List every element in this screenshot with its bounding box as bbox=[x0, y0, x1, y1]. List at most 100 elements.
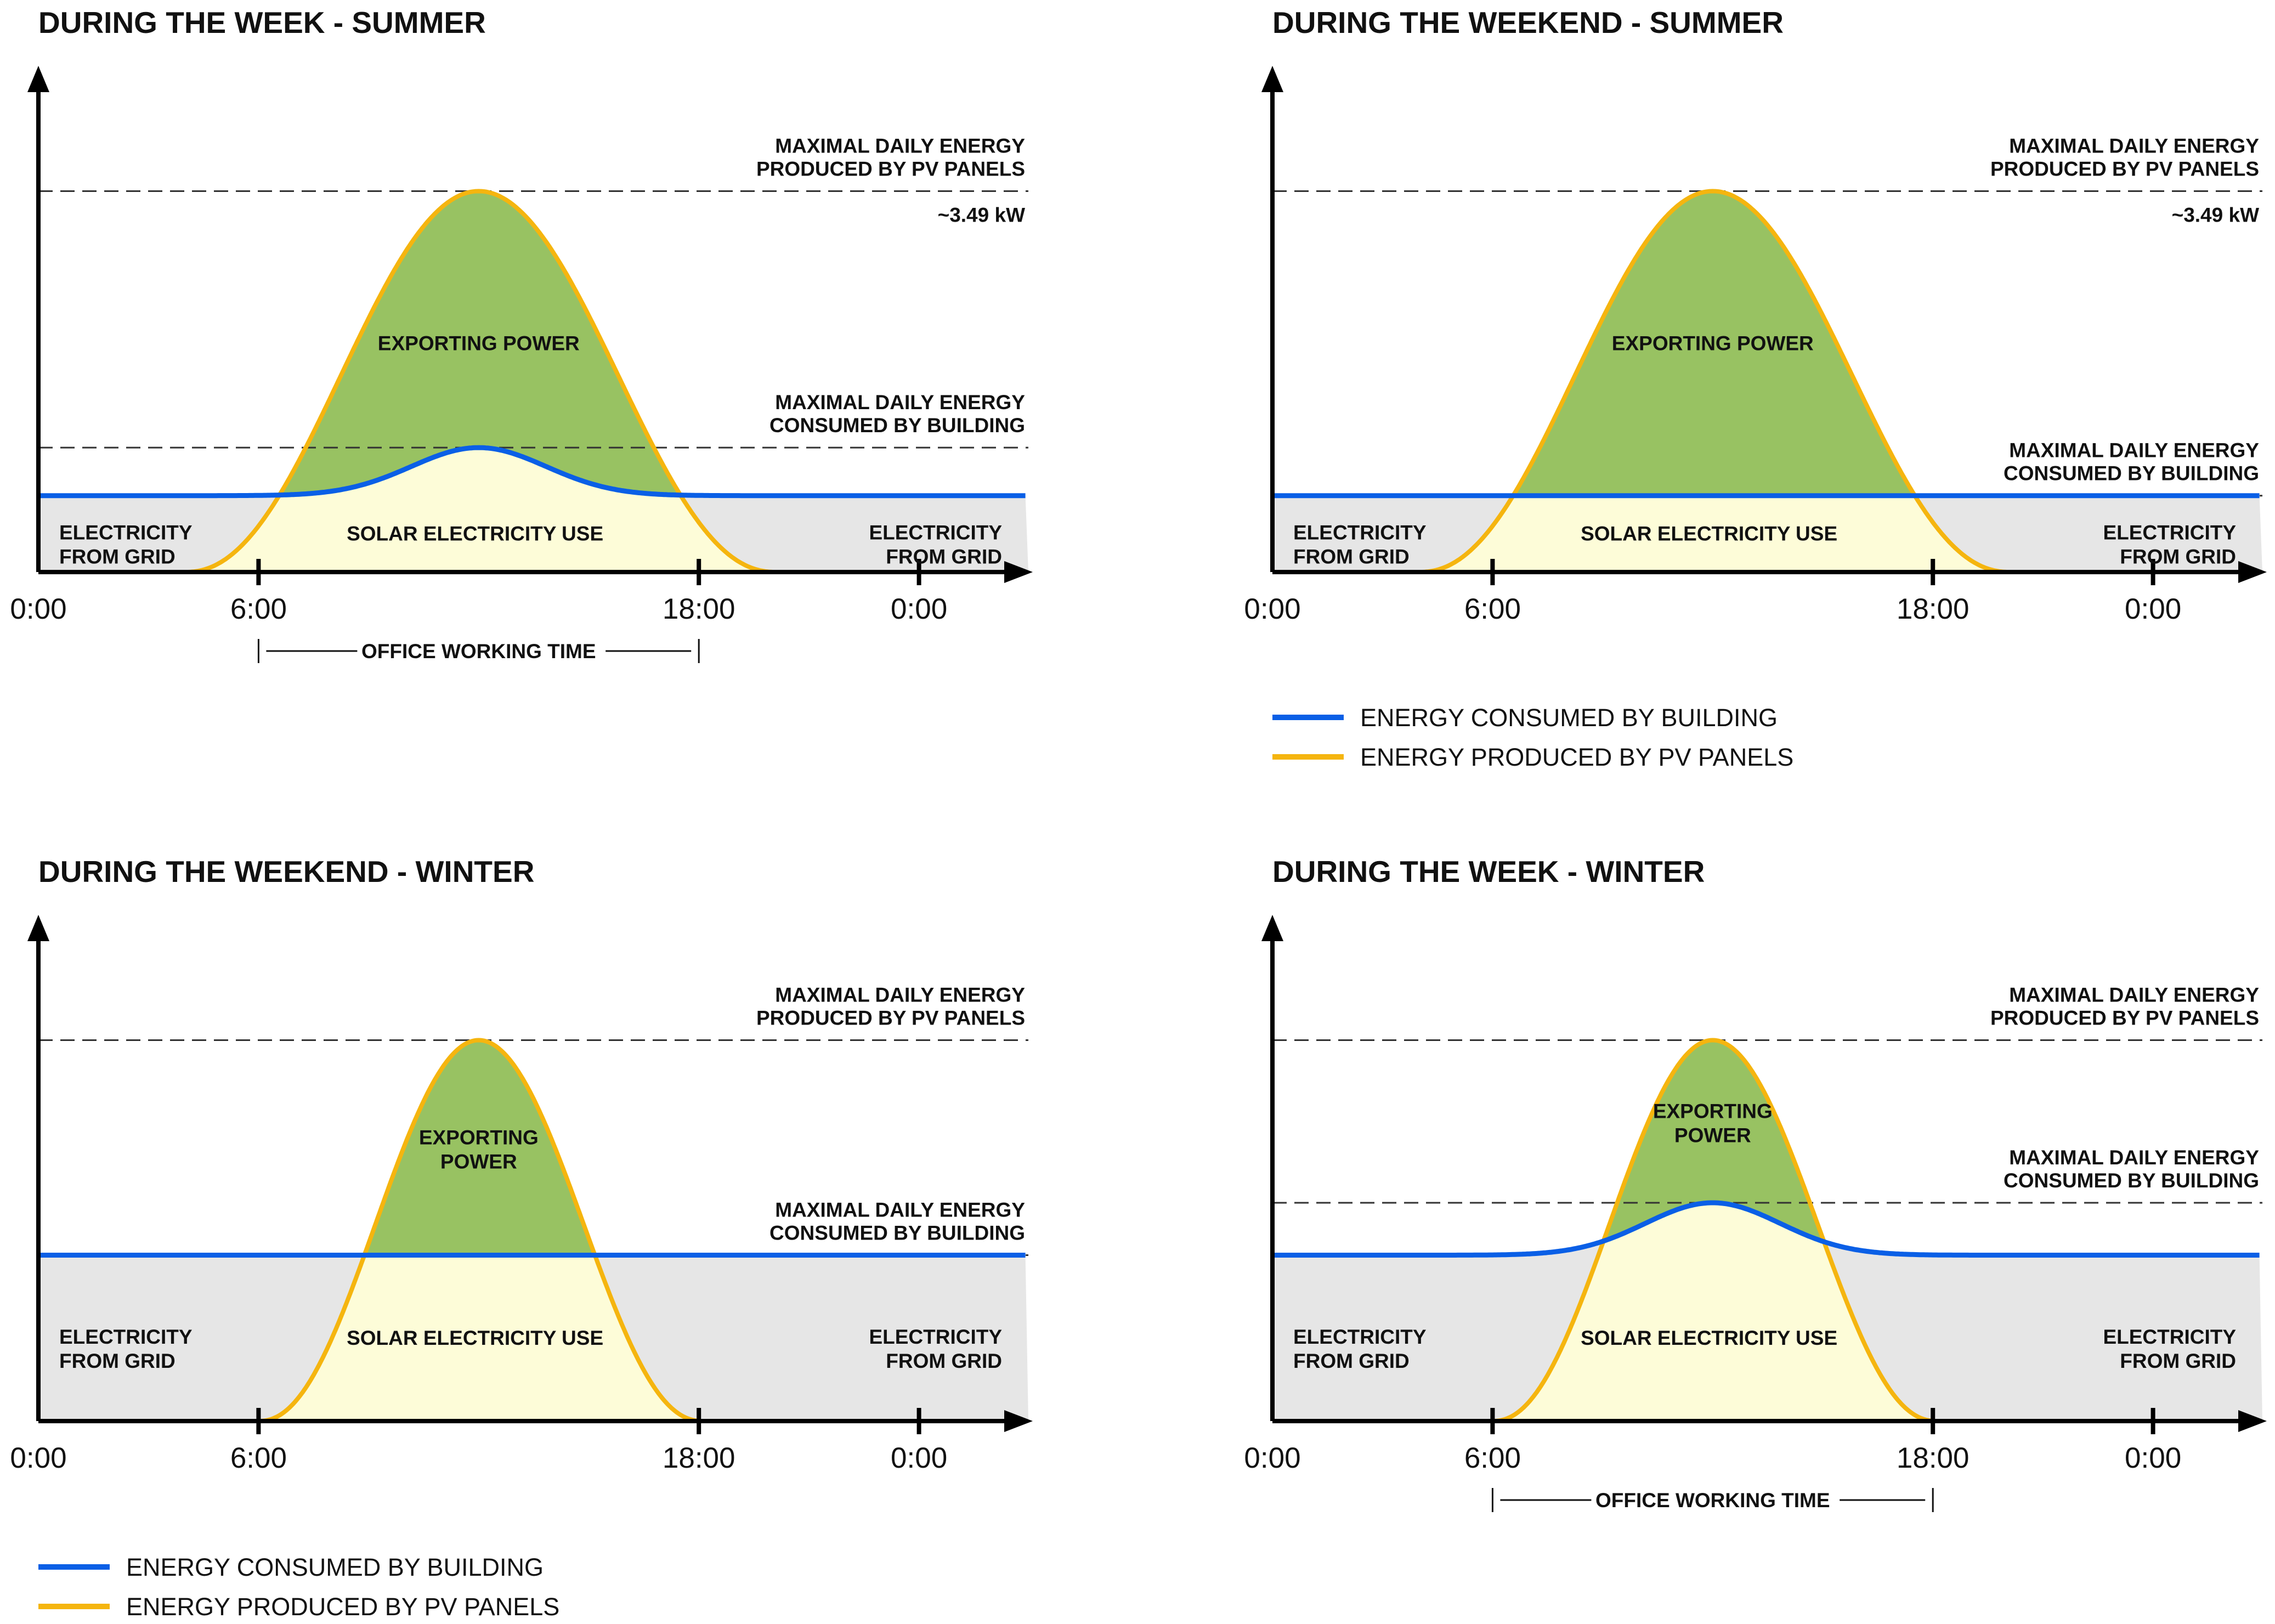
legend-legend_bottom: ENERGY CONSUMED BY BUILDING ENERGY PRODUC… bbox=[38, 1553, 559, 1621]
x-axis-arrow bbox=[1004, 561, 1033, 583]
pv-production-line bbox=[1492, 1038, 1939, 1423]
chart-panel-1: 0:00 6:00 18:00 0:00 DURING THE WEEK - SUMME… bbox=[10, 5, 1033, 663]
x-tick-label: 18:00 bbox=[1897, 1442, 1970, 1474]
max-consumed-label: CONSUMED BY BUILDING bbox=[769, 1222, 1025, 1244]
legends: ENERGY CONSUMED BY BUILDING ENERGY PRODUC… bbox=[38, 704, 1793, 1621]
chart-panel-3: 0:00 6:00 18:00 0:00 DURING THE WEEKEND - WI… bbox=[10, 855, 1033, 1474]
x-axis-arrow bbox=[2238, 1410, 2267, 1432]
grid-left-label: ELECTRICITY bbox=[59, 521, 193, 544]
max-consumed-label: MAXIMAL DAILY ENERGY bbox=[2009, 1146, 2259, 1169]
office-working-time-label: OFFICE WORKING TIME bbox=[1595, 1489, 1830, 1512]
solar-use-area bbox=[258, 1255, 703, 1421]
grid-left-label: ELECTRICITY bbox=[59, 1326, 193, 1348]
max-consumed-label: MAXIMAL DAILY ENERGY bbox=[2009, 439, 2259, 462]
max-consumed-label: CONSUMED BY BUILDING bbox=[2004, 1169, 2259, 1192]
max-produced-label: MAXIMAL DAILY ENERGY bbox=[2009, 134, 2259, 157]
solar-use-area bbox=[1492, 1203, 1937, 1421]
building-consumption-line bbox=[38, 445, 1026, 499]
max-produced-label: PRODUCED BY PV PANELS bbox=[1990, 1006, 2259, 1029]
x-tick-label: 0:00 bbox=[891, 593, 947, 625]
grid-left-label: FROM GRID bbox=[1293, 545, 1410, 568]
x-tick-label: 6:00 bbox=[1464, 593, 1521, 625]
legend-consumed-label: ENERGY CONSUMED BY BUILDING bbox=[1360, 704, 1778, 732]
solar-use-label: SOLAR ELECTRICITY USE bbox=[347, 522, 603, 545]
solar-use-label: SOLAR ELECTRICITY USE bbox=[347, 1327, 603, 1349]
x-tick-label: 0:00 bbox=[1244, 1442, 1300, 1474]
chart-title: DURING THE WEEK - WINTER bbox=[1272, 855, 1705, 889]
x-tick-label: 6:00 bbox=[230, 1442, 287, 1474]
grid-left-label: FROM GRID bbox=[59, 545, 176, 568]
x-tick-label: 6:00 bbox=[1464, 1442, 1521, 1474]
max-produced-label: MAXIMAL DAILY ENERGY bbox=[775, 983, 1025, 1006]
exporting-power-label: POWER bbox=[440, 1151, 517, 1173]
legend-produced-label: ENERGY PRODUCED BY PV PANELS bbox=[126, 1593, 559, 1621]
y-axis-arrow bbox=[1261, 66, 1283, 92]
x-tick-label: 6:00 bbox=[230, 593, 287, 625]
x-tick-label: 0:00 bbox=[10, 1442, 66, 1474]
exporting-power-area bbox=[365, 1040, 595, 1255]
y-axis-arrow bbox=[27, 915, 49, 941]
grid-right-label: FROM GRID bbox=[2120, 545, 2236, 568]
grid-left-label: ELECTRICITY bbox=[1293, 521, 1427, 544]
exporting-power-area bbox=[280, 191, 679, 495]
max-consumed-label: MAXIMAL DAILY ENERGY bbox=[775, 1199, 1025, 1221]
max-produced-label: PRODUCED BY PV PANELS bbox=[756, 157, 1025, 180]
solar-use-area bbox=[185, 448, 776, 572]
peak-value-label: ~3.49 kW bbox=[2172, 203, 2259, 226]
grid-left-label: ELECTRICITY bbox=[1293, 1326, 1427, 1348]
legend-consumed-label: ENERGY CONSUMED BY BUILDING bbox=[126, 1553, 544, 1581]
grid-right-label: ELECTRICITY bbox=[869, 521, 1002, 544]
legend-legend_top: ENERGY CONSUMED BY BUILDING ENERGY PRODUC… bbox=[1272, 704, 1793, 771]
office-working-time-label: OFFICE WORKING TIME bbox=[361, 640, 596, 663]
grid-right-label: ELECTRICITY bbox=[2103, 521, 2236, 544]
pv-production-line bbox=[258, 1038, 705, 1423]
max-consumed-label: MAXIMAL DAILY ENERGY bbox=[775, 391, 1025, 414]
grid-right-label: FROM GRID bbox=[2120, 1350, 2236, 1372]
exporting-power-label: POWER bbox=[1674, 1124, 1751, 1147]
exporting-power-label: EXPORTING POWER bbox=[1612, 332, 1814, 354]
max-produced-label: PRODUCED BY PV PANELS bbox=[1990, 157, 2259, 180]
grid-right-label: ELECTRICITY bbox=[869, 1326, 1002, 1348]
x-axis-arrow bbox=[1004, 1410, 1033, 1432]
building-consumption-line bbox=[1272, 1200, 2260, 1258]
x-tick-label: 18:00 bbox=[663, 593, 735, 625]
chart-panels: 0:00 6:00 18:00 0:00 DURING THE WEEK - SUMME… bbox=[10, 5, 2267, 1512]
exporting-power-label: EXPORTING bbox=[1653, 1100, 1773, 1123]
chart-title: DURING THE WEEKEND - SUMMER bbox=[1272, 5, 1784, 39]
max-consumed-label: CONSUMED BY BUILDING bbox=[2004, 462, 2259, 485]
max-produced-label: MAXIMAL DAILY ENERGY bbox=[775, 134, 1025, 157]
x-tick-label: 18:00 bbox=[663, 1442, 735, 1474]
chart-title: DURING THE WEEK - SUMMER bbox=[38, 5, 486, 39]
solar-use-area bbox=[1419, 495, 2010, 572]
grid-right-label: FROM GRID bbox=[886, 1350, 1002, 1372]
exporting-power-label: EXPORTING POWER bbox=[378, 332, 580, 354]
exporting-power-area bbox=[1604, 1040, 1823, 1242]
exporting-power-label: EXPORTING bbox=[419, 1127, 539, 1149]
pv-production-line bbox=[1418, 189, 2012, 574]
grid-right-label: FROM GRID bbox=[886, 545, 1002, 568]
x-tick-label: 0:00 bbox=[891, 1442, 947, 1474]
peak-value-label: ~3.49 kW bbox=[938, 203, 1025, 226]
x-tick-label: 0:00 bbox=[2125, 593, 2181, 625]
grid-left-label: FROM GRID bbox=[1293, 1350, 1410, 1372]
grid-right-label: ELECTRICITY bbox=[2103, 1326, 2236, 1348]
max-consumed-label: CONSUMED BY BUILDING bbox=[769, 414, 1025, 437]
x-axis-arrow bbox=[2238, 561, 2267, 583]
max-produced-label: PRODUCED BY PV PANELS bbox=[756, 1006, 1025, 1029]
solar-use-label: SOLAR ELECTRICITY USE bbox=[1581, 1327, 1837, 1349]
x-tick-label: 0:00 bbox=[2125, 1442, 2181, 1474]
y-axis-arrow bbox=[27, 66, 49, 92]
x-tick-label: 0:00 bbox=[10, 593, 66, 625]
chart-panel-4: 0:00 6:00 18:00 0:00 DURING THE WEEK - WINTE… bbox=[1244, 855, 2267, 1512]
solar-use-label: SOLAR ELECTRICITY USE bbox=[1581, 522, 1837, 545]
max-produced-label: MAXIMAL DAILY ENERGY bbox=[2009, 983, 2259, 1006]
grid-left-label: FROM GRID bbox=[59, 1350, 176, 1372]
exporting-power-area bbox=[1514, 191, 1915, 496]
x-tick-label: 18:00 bbox=[1897, 593, 1970, 625]
x-tick-label: 0:00 bbox=[1244, 593, 1300, 625]
y-axis-arrow bbox=[1261, 915, 1283, 941]
chart-title: DURING THE WEEKEND - WINTER bbox=[38, 855, 534, 889]
chart-panel-2: 0:00 6:00 18:00 0:00 DURING THE WEEKEND - SU… bbox=[1244, 5, 2267, 625]
legend-produced-label: ENERGY PRODUCED BY PV PANELS bbox=[1360, 743, 1793, 771]
